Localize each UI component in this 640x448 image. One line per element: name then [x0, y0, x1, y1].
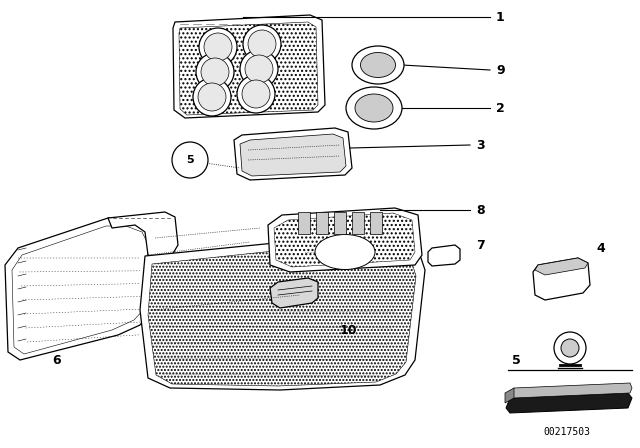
Circle shape: [554, 332, 586, 364]
Circle shape: [198, 83, 226, 111]
Text: 7: 7: [476, 238, 484, 251]
Circle shape: [201, 58, 229, 86]
Text: 9: 9: [496, 64, 504, 77]
Polygon shape: [268, 208, 422, 272]
Text: 5: 5: [186, 155, 194, 165]
Text: 6: 6: [52, 353, 61, 366]
Circle shape: [193, 78, 231, 116]
Circle shape: [204, 33, 232, 61]
Polygon shape: [270, 278, 318, 308]
Text: 2: 2: [496, 102, 505, 115]
FancyBboxPatch shape: [316, 212, 328, 234]
Polygon shape: [510, 383, 632, 398]
Polygon shape: [234, 128, 352, 180]
FancyBboxPatch shape: [334, 212, 346, 234]
Polygon shape: [506, 393, 632, 413]
Polygon shape: [505, 388, 514, 403]
FancyBboxPatch shape: [298, 212, 310, 234]
FancyBboxPatch shape: [370, 212, 382, 234]
Text: 5: 5: [512, 353, 521, 366]
Polygon shape: [173, 15, 325, 118]
Circle shape: [237, 75, 275, 113]
Text: 8: 8: [476, 203, 484, 216]
Circle shape: [243, 25, 281, 63]
Polygon shape: [428, 245, 460, 266]
Circle shape: [172, 142, 208, 178]
Circle shape: [245, 55, 273, 83]
Polygon shape: [5, 218, 155, 360]
Ellipse shape: [360, 52, 396, 78]
FancyBboxPatch shape: [352, 212, 364, 234]
Polygon shape: [274, 213, 415, 267]
Ellipse shape: [346, 87, 402, 129]
Text: 10: 10: [340, 323, 358, 336]
Polygon shape: [535, 258, 588, 275]
Text: 4: 4: [596, 241, 605, 254]
Text: 1: 1: [496, 10, 505, 23]
Polygon shape: [179, 22, 318, 115]
Circle shape: [199, 28, 237, 66]
Text: 3: 3: [476, 138, 484, 151]
Circle shape: [196, 53, 234, 91]
Ellipse shape: [352, 46, 404, 84]
Polygon shape: [148, 250, 416, 386]
Polygon shape: [140, 242, 425, 390]
Circle shape: [248, 30, 276, 58]
Circle shape: [242, 80, 270, 108]
Ellipse shape: [355, 94, 393, 122]
Ellipse shape: [315, 234, 375, 270]
Text: 00217503: 00217503: [543, 427, 591, 437]
Polygon shape: [12, 226, 148, 354]
Circle shape: [240, 50, 278, 88]
Polygon shape: [533, 258, 590, 300]
Polygon shape: [240, 134, 346, 176]
Circle shape: [561, 339, 579, 357]
Polygon shape: [108, 212, 178, 258]
